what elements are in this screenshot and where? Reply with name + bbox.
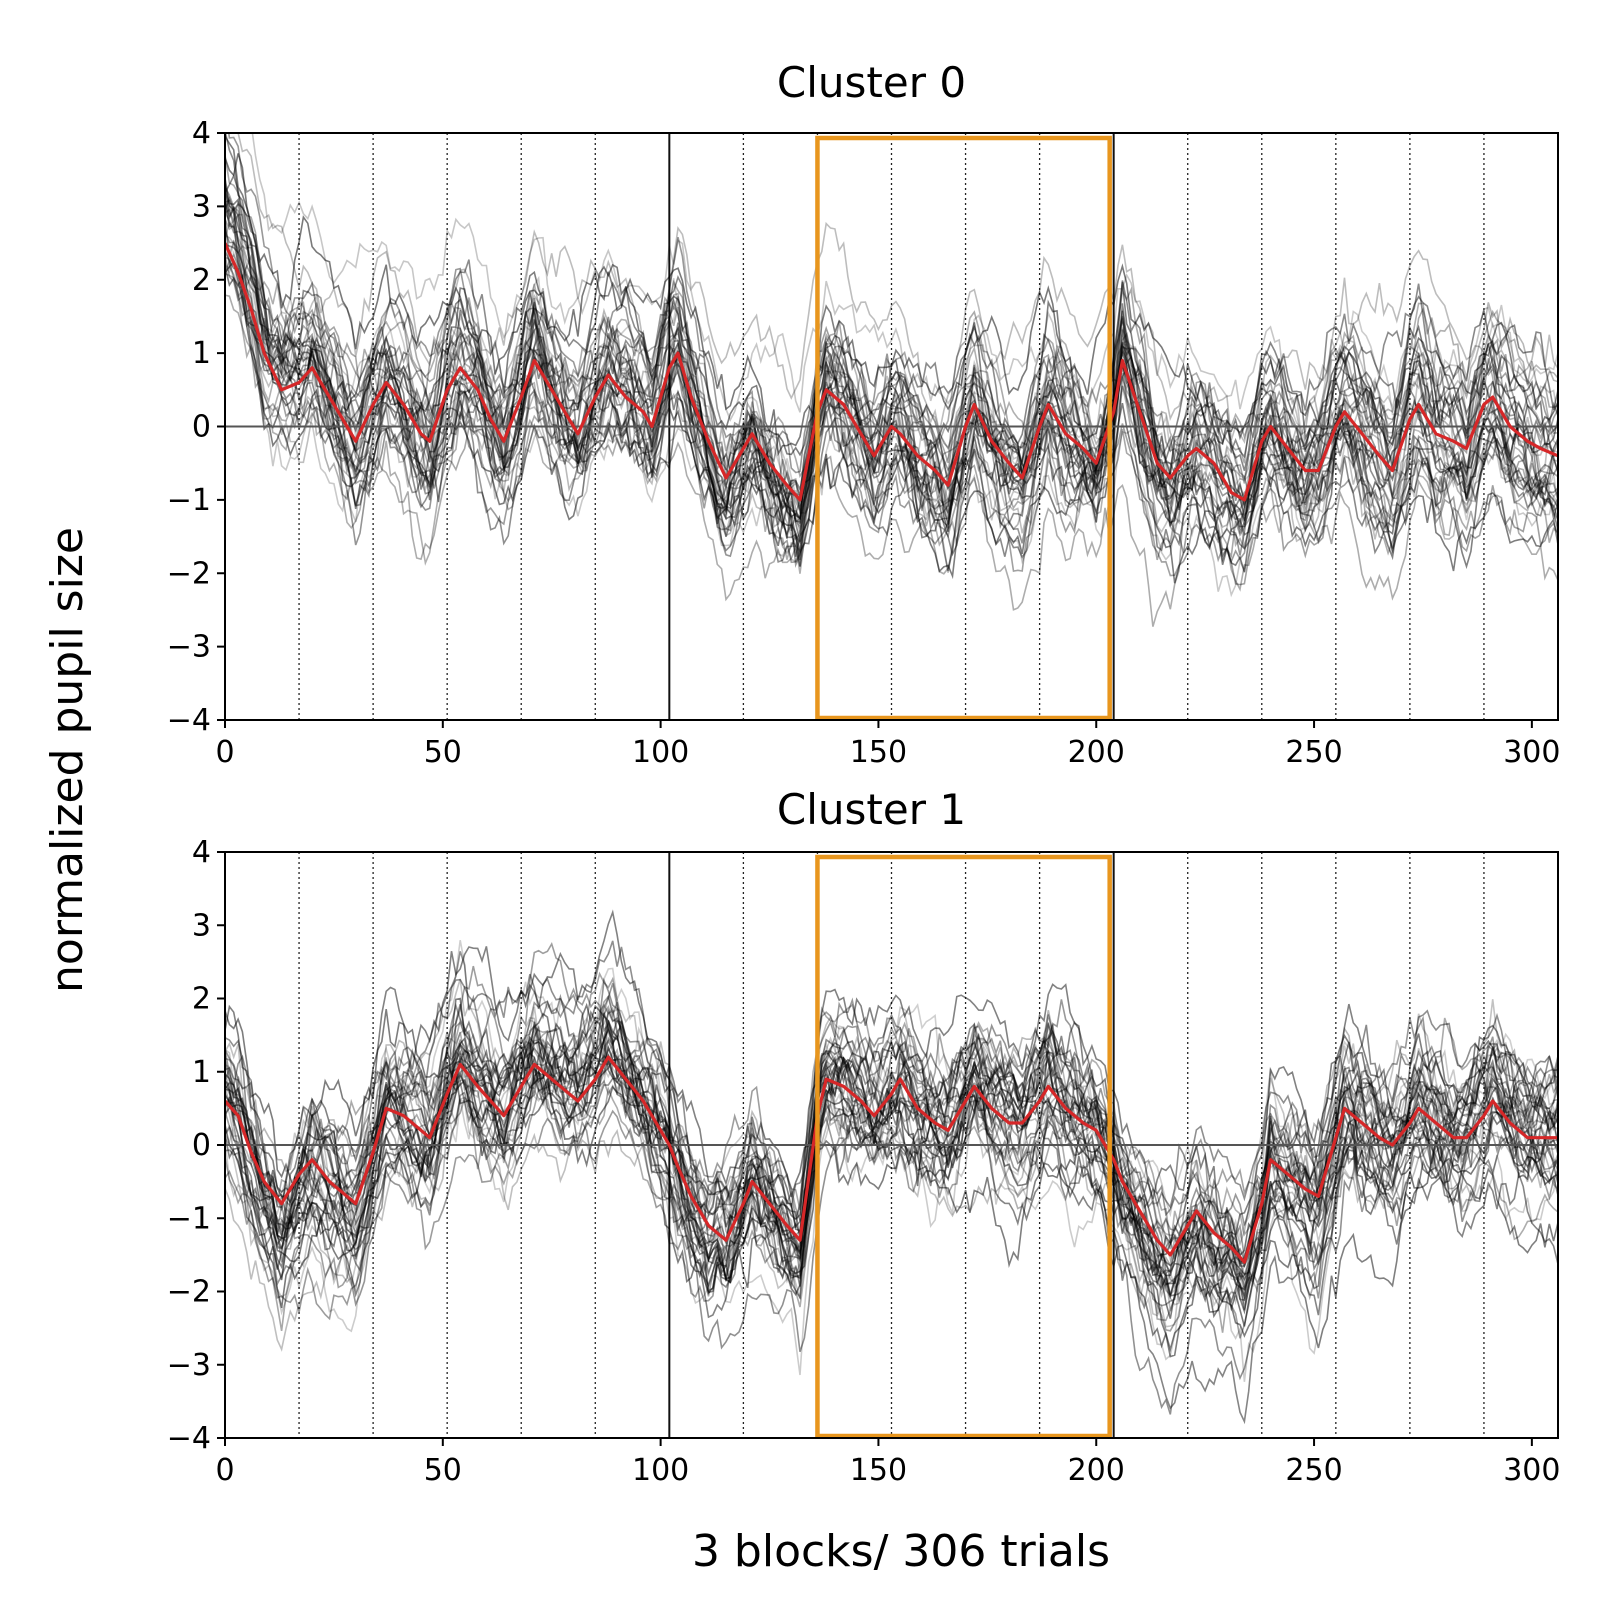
y-tick-label: 2 [192,982,211,1017]
y-tick-label: −1 [167,1201,211,1236]
y-tick-label: 0 [192,410,211,445]
x-tick-label: 250 [1285,735,1342,770]
x-tick-label: 250 [1285,1453,1342,1488]
y-axis-label: normalized pupil size [42,527,93,993]
figure-canvas: normalized pupil size 3 blocks/ 306 tria… [0,0,1600,1598]
y-tick-label: 1 [192,336,211,371]
x-tick-label: 150 [850,735,907,770]
y-tick-label: 2 [192,263,211,298]
y-tick-label: 1 [192,1055,211,1090]
y-tick-label: 3 [192,189,211,224]
y-tick-label: −3 [167,630,211,665]
x-axis-label: 3 blocks/ 306 trials [692,1526,1110,1577]
x-tick-label: 0 [215,735,234,770]
x-tick-label: 200 [1068,1453,1125,1488]
y-tick-label: −4 [167,703,211,738]
x-tick-label: 300 [1503,1453,1560,1488]
chart-title: Cluster 0 [777,58,966,107]
x-tick-label: 300 [1503,735,1560,770]
y-tick-label: 3 [192,908,211,943]
y-tick-label: −4 [167,1421,211,1456]
y-tick-label: 4 [192,116,211,151]
x-tick-label: 100 [632,735,689,770]
y-tick-label: 0 [192,1128,211,1163]
x-tick-label: 150 [850,1453,907,1488]
y-tick-label: 4 [192,835,211,870]
x-tick-label: 200 [1068,735,1125,770]
y-tick-label: −1 [167,483,211,518]
y-tick-label: −2 [167,1275,211,1310]
x-tick-label: 50 [424,1453,462,1488]
x-tick-label: 0 [215,1453,234,1488]
y-tick-label: −3 [167,1348,211,1383]
x-tick-label: 100 [632,1453,689,1488]
y-tick-label: −2 [167,556,211,591]
chart-title: Cluster 1 [777,785,966,834]
x-tick-label: 50 [424,735,462,770]
